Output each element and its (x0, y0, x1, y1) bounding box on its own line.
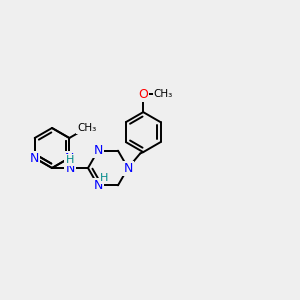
Text: O: O (138, 88, 148, 100)
Text: N: N (123, 161, 133, 175)
Text: CH₃: CH₃ (77, 123, 96, 133)
Text: N: N (65, 161, 75, 175)
Text: N: N (93, 179, 103, 192)
Text: CH₃: CH₃ (154, 89, 173, 99)
Text: N: N (93, 144, 103, 157)
Text: H: H (100, 173, 108, 183)
Text: H: H (66, 155, 74, 165)
Text: N: N (64, 152, 74, 164)
Text: N: N (30, 152, 39, 164)
